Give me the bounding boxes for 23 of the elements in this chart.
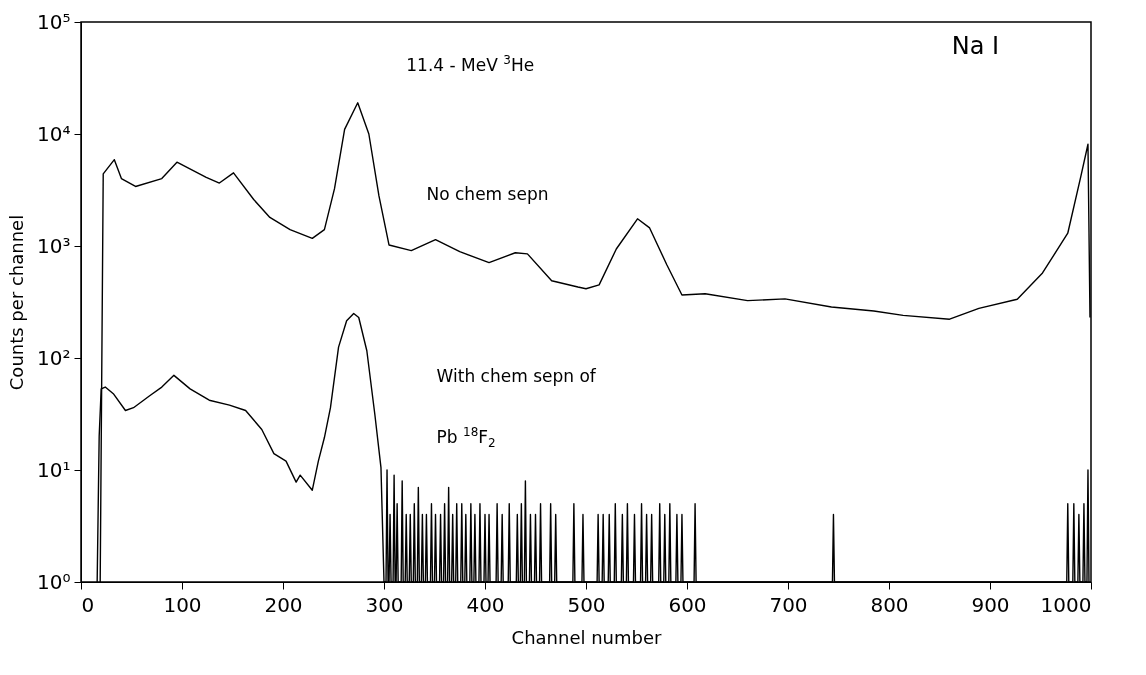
y-tick-label: 10³ <box>37 233 71 258</box>
x-tick-label: 300 <box>365 592 404 617</box>
x-tick-label: 600 <box>668 592 707 617</box>
x-tick-label: 1000 <box>1040 592 1092 617</box>
text: With chem sepn of Pb $^{18}$F$_{2}$ <box>436 366 596 451</box>
annotation: Na I <box>951 31 1000 62</box>
x-tick-label: 800 <box>870 592 909 617</box>
y-tick-label: 10¹ <box>37 457 71 482</box>
y-tick-label: 10⁰ <box>37 569 71 594</box>
x-tick-label: 200 <box>264 592 303 617</box>
y-tick-label: 10⁴ <box>37 121 71 146</box>
x-tick-label: 400 <box>466 592 505 617</box>
y-tick-label: 10⁵ <box>37 9 71 34</box>
x-tick-label: 100 <box>163 592 202 617</box>
annotation: 11.4 - MeV $^{3}$He <box>406 52 535 78</box>
x-tick-label: 700 <box>769 592 808 617</box>
x-axis-title: Channel number <box>511 626 663 648</box>
x-tick-label: 500 <box>567 592 606 617</box>
y-axis-title: Counts per channel <box>6 214 28 391</box>
x-tick-label: 0 <box>81 592 95 617</box>
x-tick-label: 900 <box>971 592 1010 617</box>
text: No chem sepn <box>426 183 549 204</box>
y-tick-label: 10² <box>37 345 71 370</box>
